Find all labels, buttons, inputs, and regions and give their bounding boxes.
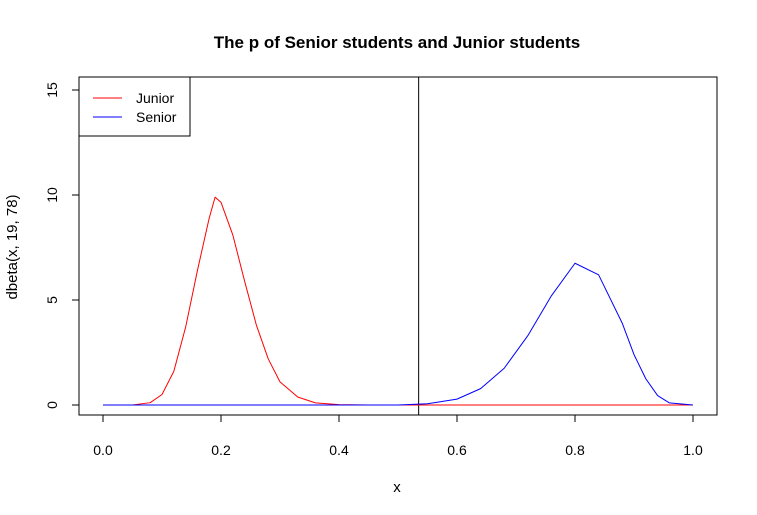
chart-title: The p of Senior students and Junior stud… bbox=[214, 33, 580, 52]
y-tick-label: 15 bbox=[44, 82, 60, 98]
series-line-senior bbox=[103, 262, 694, 406]
y-tick-label: 10 bbox=[44, 187, 60, 203]
legend-label-senior: Senior bbox=[136, 109, 177, 125]
x-tick-label: 0.0 bbox=[93, 442, 113, 458]
y-tick-label: 0 bbox=[44, 401, 60, 409]
y-axis-label: dbeta(x, 19, 78) bbox=[4, 194, 21, 299]
y-axis: 0 5 10 15 bbox=[44, 82, 80, 409]
y-tick-label: 5 bbox=[44, 296, 60, 304]
series-layer bbox=[102, 196, 694, 406]
x-tick-label: 0.2 bbox=[211, 442, 231, 458]
legend-box bbox=[78, 76, 191, 137]
legend-label-junior: Junior bbox=[136, 90, 174, 106]
x-tick-label: 0.6 bbox=[447, 442, 467, 458]
x-tick-label: 0.8 bbox=[565, 442, 585, 458]
series-line-junior bbox=[102, 196, 693, 406]
x-tick-label: 1.0 bbox=[683, 442, 703, 458]
x-axis-label: x bbox=[393, 479, 401, 496]
legend: Junior Senior bbox=[78, 76, 191, 137]
x-tick-label: 0.4 bbox=[329, 442, 349, 458]
x-axis: 0.0 0.2 0.4 0.6 0.8 1.0 bbox=[93, 414, 703, 458]
